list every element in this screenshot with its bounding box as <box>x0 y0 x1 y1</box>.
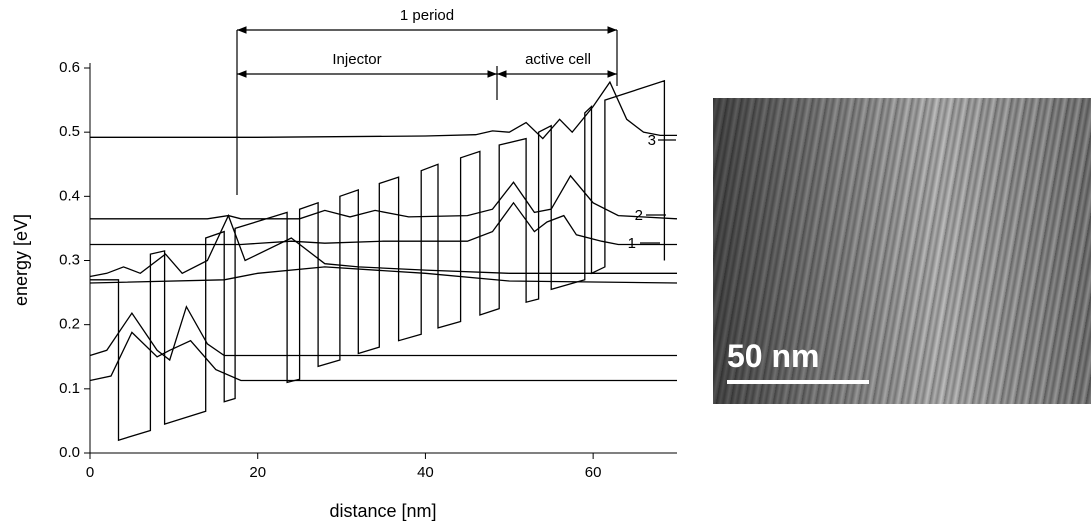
line <box>90 79 666 442</box>
annotation: Injector <box>332 51 381 68</box>
y-tick-label: 0.2 <box>59 316 80 333</box>
x-tick-label: 0 <box>86 464 94 481</box>
x-tick-label: 40 <box>417 464 434 481</box>
x-axis-label: distance [nm] <box>329 501 436 521</box>
y-tick-label: 0.1 <box>59 380 80 397</box>
line <box>90 80 677 140</box>
line <box>90 201 677 246</box>
x-tick-label: 20 <box>249 464 266 481</box>
level-label: 2 <box>635 207 643 224</box>
line <box>89 331 677 382</box>
x-tick-label: 60 <box>585 464 602 481</box>
y-tick-label: 0.4 <box>59 187 80 204</box>
level-label: 1 <box>628 235 636 252</box>
line <box>89 305 677 362</box>
annotation-arrows <box>236 26 676 244</box>
annotation: active cell <box>525 51 591 68</box>
line <box>89 213 677 278</box>
chart: 1 period Injector active cell 1 2 3 dist… <box>11 7 678 521</box>
tem-image: 50 nm <box>713 98 1091 404</box>
y-tick-label: 0.6 <box>59 59 80 76</box>
line <box>90 174 678 220</box>
scale-bar <box>727 380 869 384</box>
line <box>89 266 678 284</box>
y-axis-label: energy [eV] <box>11 214 31 306</box>
y-tick-label: 0.5 <box>59 123 80 140</box>
y-tick-label: 0.3 <box>59 251 80 268</box>
scale-bar-label: 50 nm <box>727 338 820 374</box>
annotation: 1 period <box>400 7 454 24</box>
level-label: 3 <box>648 132 656 149</box>
y-tick-label: 0.0 <box>59 444 80 461</box>
